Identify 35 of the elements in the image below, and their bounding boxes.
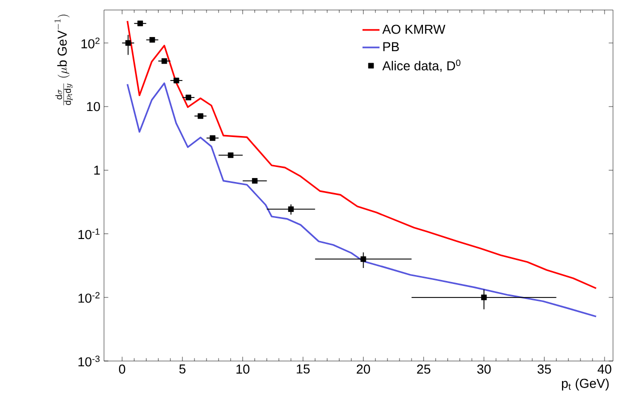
point [228, 152, 234, 158]
point [137, 20, 143, 26]
x-tick-label: 5 [179, 364, 186, 374]
line-series [126, 20, 597, 290]
y-tick-label: 10$^{2}$ [82, 38, 100, 48]
y-tick-label: 10$^{-3}$ [78, 356, 100, 366]
x-tick-label: 0 [118, 364, 126, 374]
x-tick-label: 15 [296, 364, 310, 374]
point [186, 94, 192, 100]
point [288, 206, 294, 212]
point [481, 294, 487, 300]
x-tick-label: 40 [598, 364, 612, 374]
legend-label: Alice data, D$^{0}$ [382, 60, 460, 72]
x-tick-label: 20 [356, 364, 370, 374]
y-tick-label: 10$^{-2}$ [78, 292, 100, 303]
x-tick-label: 30 [477, 364, 491, 374]
legend-label: PB [383, 42, 399, 52]
line-series [126, 82, 597, 318]
y-axis-title: $\frac{\mathrm{d}\sigma}{\mathrm{d}p_{\mathrm{t}}\mathrm{d}y}\ (\mu\mathrm{b\ GeV}^{-1})$ [54, 14, 73, 106]
legend-label: AO KMRW [382, 24, 446, 34]
point [149, 37, 156, 43]
x-tick-label: 25 [417, 364, 430, 374]
y-tick-label: 10 [87, 102, 100, 112]
point [252, 178, 258, 184]
point [210, 135, 216, 141]
point [360, 256, 366, 262]
point [125, 40, 131, 46]
y-tick-label: 10$^{-1}$ [78, 228, 100, 240]
x-axis-title: p$_{t}$ (GeV) [562, 378, 609, 391]
y-tick-label: 1 [94, 166, 100, 175]
x-tick-label: 10 [236, 364, 250, 374]
point [198, 113, 204, 119]
x-tick-label: 35 [538, 364, 551, 374]
point [174, 78, 180, 84]
point [162, 58, 168, 64]
